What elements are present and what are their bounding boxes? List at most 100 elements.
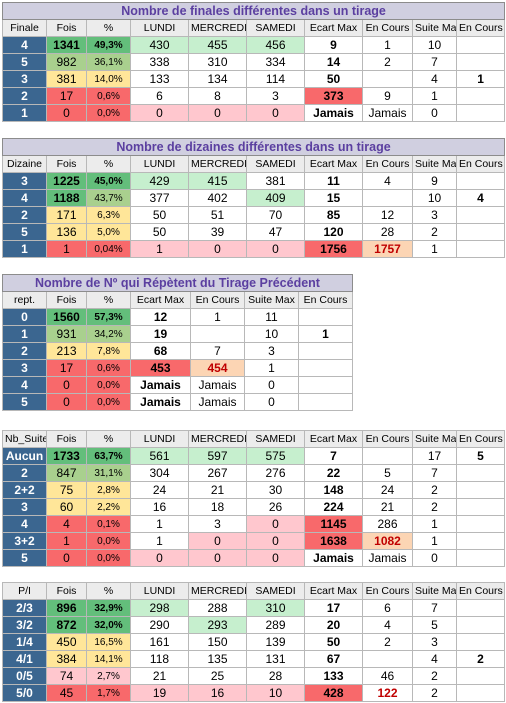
col-header: Ecart Max bbox=[304, 582, 363, 600]
encours-cell bbox=[190, 325, 245, 343]
mercredi-cell: 310 bbox=[188, 53, 247, 71]
col-header: En Cours bbox=[456, 155, 505, 173]
pct-cell: 32,0% bbox=[86, 616, 131, 634]
row-label: 3 bbox=[2, 70, 47, 88]
col-header: % bbox=[86, 155, 131, 173]
row-label: 4 bbox=[2, 189, 47, 207]
fois-cell: 17 bbox=[46, 87, 87, 105]
ecart-cell: 20 bbox=[304, 616, 363, 634]
samedi-cell: 456 bbox=[246, 36, 305, 54]
ecart-cell: Jamais bbox=[130, 376, 191, 394]
encours2-cell: 2 bbox=[456, 650, 505, 668]
row-label: 2/3 bbox=[2, 599, 47, 617]
fois-cell: 1 bbox=[46, 532, 87, 550]
ecart-cell: 14 bbox=[304, 53, 363, 71]
pct-cell: 31,1% bbox=[86, 464, 131, 482]
encours2-cell bbox=[456, 240, 505, 258]
ecart-cell: 133 bbox=[304, 667, 363, 685]
suite-cell: 9 bbox=[412, 172, 457, 190]
lundi-cell: 298 bbox=[130, 599, 189, 617]
dizaines-table: Nombre de dizaines différentes dans un t… bbox=[2, 138, 505, 258]
finales-table: Nombre de finales différentes dans un ti… bbox=[1, 2, 506, 122]
col-header: MERCREDI bbox=[188, 155, 247, 173]
col-header: LUNDI bbox=[130, 19, 189, 37]
fois-cell: 75 bbox=[46, 481, 87, 499]
row-label: 0/5 bbox=[2, 667, 47, 685]
encours2-cell bbox=[456, 549, 505, 567]
encours-cell: 2 bbox=[362, 633, 413, 651]
ecart-cell: 67 bbox=[304, 650, 363, 668]
lundi-cell: 304 bbox=[130, 464, 189, 482]
pct-cell: 7,8% bbox=[86, 342, 131, 360]
fois-cell: 931 bbox=[46, 325, 87, 343]
encours-cell: 28 bbox=[362, 223, 413, 241]
fois-cell: 847 bbox=[46, 464, 87, 482]
mercredi-cell: 0 bbox=[188, 532, 247, 550]
encours-cell: 4 bbox=[362, 616, 413, 634]
mercredi-cell: 51 bbox=[188, 206, 247, 224]
ecart-cell: 1145 bbox=[304, 515, 363, 533]
encours-cell: 1757 bbox=[362, 240, 413, 258]
pct-cell: 34,2% bbox=[86, 325, 131, 343]
row-label: 2 bbox=[2, 464, 47, 482]
fois-cell: 45 bbox=[46, 684, 87, 702]
table-row: 2 847 31,1% 304 267 276 22 5 7 bbox=[2, 464, 505, 482]
suite-cell: 2 bbox=[412, 498, 457, 516]
suite-cell: 0 bbox=[244, 376, 299, 394]
encours-cell bbox=[362, 70, 413, 88]
samedi-cell: 47 bbox=[246, 223, 305, 241]
col-header: % bbox=[86, 291, 131, 309]
mercredi-cell: 21 bbox=[188, 481, 247, 499]
table-row: 4 4 0,1% 1 3 0 1145 286 1 bbox=[2, 515, 505, 533]
encours-cell: Jamais bbox=[190, 393, 245, 411]
col-header: En Cours bbox=[298, 291, 353, 309]
mercredi-cell: 135 bbox=[188, 650, 247, 668]
col-header: % bbox=[86, 19, 131, 37]
table-row: 5 0 0,0% Jamais Jamais 0 bbox=[2, 393, 353, 411]
lundi-cell: 6 bbox=[130, 87, 189, 105]
lundi-cell: 290 bbox=[130, 616, 189, 634]
mercredi-cell: 0 bbox=[188, 549, 247, 567]
encours-cell: 5 bbox=[362, 464, 413, 482]
row-label: 2 bbox=[2, 206, 47, 224]
encours2-cell: 4 bbox=[456, 189, 505, 207]
fois-cell: 982 bbox=[46, 53, 87, 71]
samedi-cell: 28 bbox=[246, 667, 305, 685]
pct-cell: 0,0% bbox=[86, 549, 131, 567]
encours-cell: 46 bbox=[362, 667, 413, 685]
row-label: 3 bbox=[2, 359, 47, 377]
ecart-cell: 22 bbox=[304, 464, 363, 482]
mercredi-cell: 293 bbox=[188, 616, 247, 634]
encours2-cell bbox=[456, 532, 505, 550]
pct-cell: 43,7% bbox=[86, 189, 131, 207]
pair-impair-table: P/I Fois % LUNDI MERCREDI SAMEDI Ecart M… bbox=[2, 582, 505, 702]
pct-cell: 0,0% bbox=[86, 104, 131, 122]
pct-cell: 0,1% bbox=[86, 515, 131, 533]
table-row: 2 171 6,3% 50 51 70 85 12 3 bbox=[2, 206, 505, 224]
samedi-cell: 381 bbox=[246, 172, 305, 190]
table-row: 4 1188 43,7% 377 402 409 15 10 4 bbox=[2, 189, 505, 207]
col-header: En Cours bbox=[456, 430, 505, 448]
suite-cell: 0 bbox=[244, 393, 299, 411]
samedi-cell: 0 bbox=[246, 240, 305, 258]
suite-cell: 7 bbox=[412, 464, 457, 482]
col-header: Ecart Max bbox=[304, 430, 363, 448]
repetes-title: Nombre de Nº qui Répètent du Tirage Préc… bbox=[2, 274, 353, 292]
samedi-cell: 3 bbox=[246, 87, 305, 105]
encours2-cell bbox=[298, 308, 353, 326]
row-label: 3 bbox=[2, 498, 47, 516]
row-label: 4 bbox=[2, 36, 47, 54]
encours-cell: 1 bbox=[190, 308, 245, 326]
pct-cell: 6,3% bbox=[86, 206, 131, 224]
ecart-cell: 428 bbox=[304, 684, 363, 702]
pct-cell: 45,0% bbox=[86, 172, 131, 190]
mercredi-cell: 18 bbox=[188, 498, 247, 516]
encours2-cell bbox=[456, 481, 505, 499]
samedi-cell: 114 bbox=[246, 70, 305, 88]
col-header: SAMEDI bbox=[246, 19, 305, 37]
lundi-cell: 50 bbox=[130, 206, 189, 224]
col-header: Fois bbox=[46, 291, 87, 309]
encours-cell: 21 bbox=[362, 498, 413, 516]
ecart-cell: 15 bbox=[304, 189, 363, 207]
ecart-cell: 373 bbox=[304, 87, 363, 105]
